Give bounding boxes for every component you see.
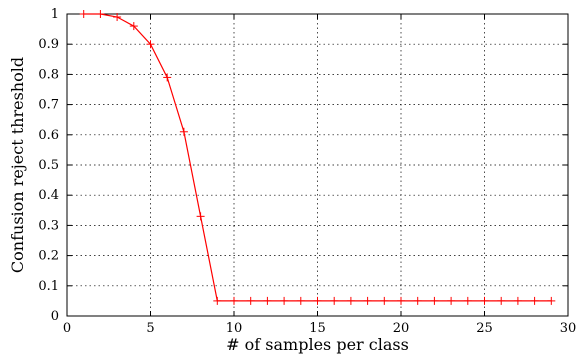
y-tick-label: 1	[51, 7, 59, 22]
data-point-marker	[413, 296, 422, 305]
data-point-marker	[480, 296, 489, 305]
y-tick-label: 0.6	[38, 128, 59, 143]
data-point-marker	[513, 296, 522, 305]
data-point-marker	[447, 296, 456, 305]
data-point-marker	[113, 13, 122, 22]
y-tick-label: 0.4	[38, 188, 59, 203]
data-point-marker	[313, 296, 322, 305]
data-point-marker	[263, 296, 272, 305]
x-axis-title: # of samples per class	[226, 335, 409, 354]
y-tick-label: 0.2	[38, 249, 59, 264]
data-point-marker	[430, 296, 439, 305]
x-tick-label: 15	[309, 321, 326, 336]
series-group	[79, 10, 556, 305]
data-point-marker	[146, 40, 155, 49]
data-point-marker	[230, 296, 238, 305]
x-tick-label: 20	[393, 321, 410, 336]
y-tick-label: 0.7	[38, 98, 59, 113]
data-point-marker	[196, 212, 205, 221]
x-tick-label: 25	[476, 321, 493, 336]
data-point-marker	[179, 127, 188, 136]
data-point-marker	[530, 296, 539, 305]
y-tick-label: 0.1	[38, 279, 59, 294]
data-point-marker	[330, 296, 339, 305]
y-axis-title: Confusion reject threshold	[8, 57, 27, 273]
data-point-marker	[463, 296, 472, 305]
data-point-marker	[497, 296, 506, 305]
y-tick-label: 0.5	[38, 158, 59, 173]
x-tick-label: 10	[226, 321, 243, 336]
data-point-marker	[280, 296, 289, 305]
data-point-marker	[163, 73, 172, 82]
data-point-marker	[96, 10, 105, 18]
data-point-marker	[246, 296, 255, 305]
data-point-marker	[380, 296, 389, 305]
axis-ticks: 0 5 10 15 20 25 30 0 0.1 0.2 0.3 0.4 0.5 0.6 0.7 0.8 0.9…	[38, 7, 576, 336]
data-point-marker	[213, 296, 222, 305]
data-point-marker	[296, 296, 305, 305]
y-tick-label: 0.9	[38, 37, 59, 52]
x-tick-label: 5	[146, 321, 154, 336]
y-tick-label: 0	[51, 309, 59, 324]
grid	[67, 14, 568, 316]
data-point-marker	[346, 296, 355, 305]
data-point-marker	[79, 10, 88, 18]
plot-frame	[66, 13, 569, 317]
data-point-marker	[397, 296, 405, 305]
data-point-marker	[129, 22, 138, 31]
data-point-marker	[547, 296, 556, 305]
y-tick-label: 0.8	[38, 67, 59, 82]
x-tick-label: 0	[63, 321, 71, 336]
y-tick-label: 0.3	[38, 218, 59, 233]
data-point-marker	[363, 296, 372, 305]
x-tick-label: 30	[560, 321, 577, 336]
